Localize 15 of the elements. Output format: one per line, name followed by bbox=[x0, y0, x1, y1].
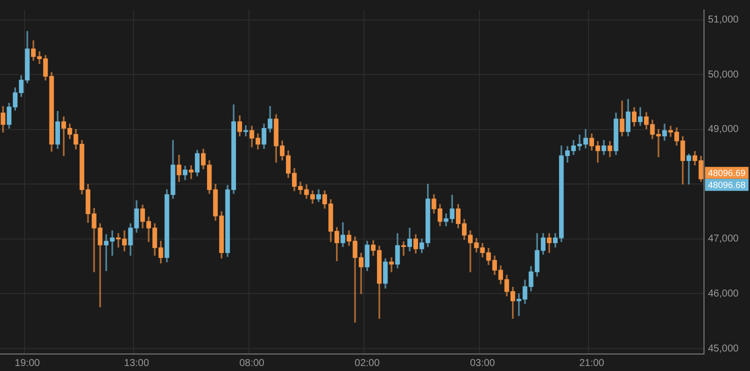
text: 48096.69 bbox=[708, 168, 746, 178]
x-tick-label: 08:00 bbox=[239, 358, 265, 369]
candlestick bbox=[389, 257, 394, 272]
x-tick-label: 03:00 bbox=[470, 358, 496, 369]
y-tick-label: 45,000 bbox=[708, 343, 740, 354]
y-tick-label: 46,000 bbox=[708, 288, 740, 300]
x-tick-label: 21:00 bbox=[579, 358, 605, 369]
y-tick-label: 50,000 bbox=[708, 69, 740, 80]
y-tick-label: 49,000 bbox=[708, 124, 740, 136]
text: 48096.68 bbox=[708, 180, 746, 190]
x-tick-label: 13:00 bbox=[124, 358, 150, 369]
y-tick-label: 51,000 bbox=[708, 14, 740, 26]
x-tick-label: 02:00 bbox=[354, 358, 380, 369]
x-tick-label: 19:00 bbox=[14, 358, 40, 369]
y-tick-label: 47,000 bbox=[708, 234, 740, 245]
